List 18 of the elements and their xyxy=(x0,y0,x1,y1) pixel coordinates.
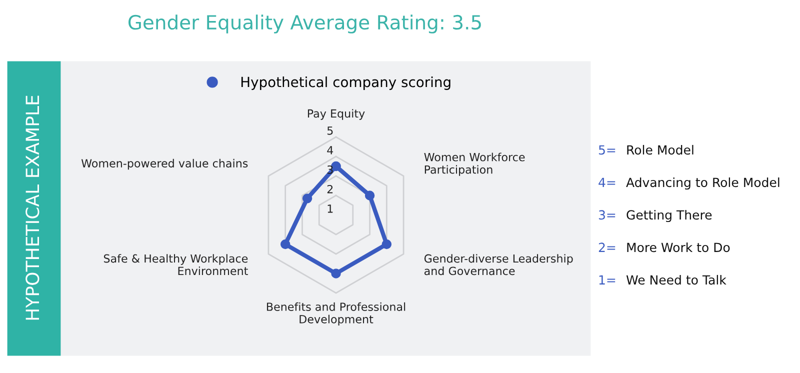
text: HYPOTHETICAL EXAMPLE xyxy=(26,96,40,320)
spoke-label: Women Workforce Participation xyxy=(424,152,525,176)
spoke-label: Benefits and Professional Development xyxy=(266,302,406,326)
legend-label: Hypothetical company scoring xyxy=(241,76,450,90)
y-tick-label: 5 xyxy=(327,126,333,135)
y-tick-label: 2 xyxy=(327,184,333,194)
y-tick-label: 4 xyxy=(327,146,334,154)
spoke-label: Safe & Healthy Workplace Environment xyxy=(104,254,248,276)
chart-title: Gender Equality Average Rating: 3.5 xyxy=(128,14,481,34)
text: 4= Advancing to Role Model xyxy=(598,177,780,190)
text: 3= Getting There xyxy=(598,210,712,222)
text: 5= Role Model xyxy=(598,144,694,155)
spoke-label: Pay Equity xyxy=(308,109,365,120)
text: 2= More Work to Do xyxy=(598,242,730,252)
spoke-label: Gender-diverse Leadership and Governance xyxy=(424,254,573,276)
spoke-label: Women-powered value chains xyxy=(81,158,248,170)
text: 1= We Need to Talk xyxy=(599,274,726,285)
y-tick-label: 1 xyxy=(328,204,333,213)
